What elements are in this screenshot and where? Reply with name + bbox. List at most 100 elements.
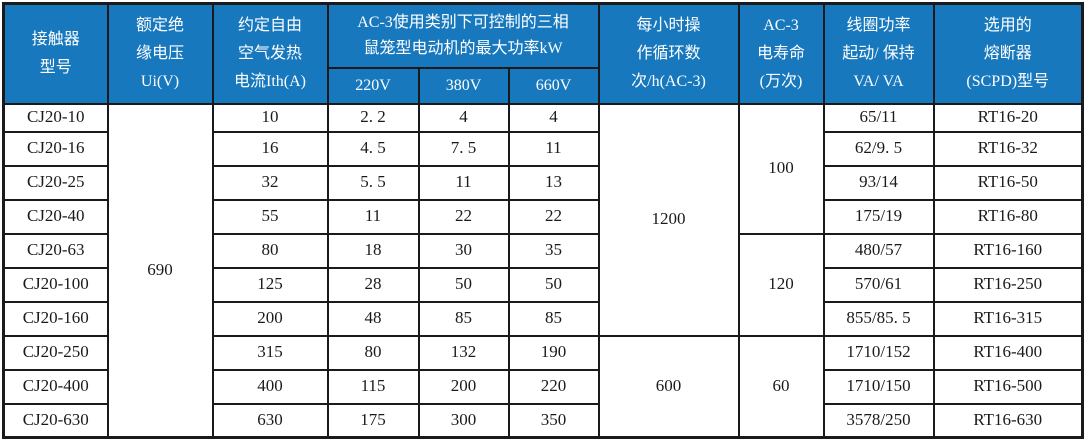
cell-p220: 175 [326,402,420,439]
cell-fuse: RT16-50 [932,164,1084,201]
cell-coil: 175/19 [822,198,935,235]
cell-p380: 4 [417,102,510,133]
cell-p660: 22 [507,198,600,235]
cell-fuse: RT16-400 [932,334,1084,371]
cell-fuse: RT16-32 [932,130,1084,167]
cell-p660: 50 [507,266,600,303]
header-rated-insulation-voltage: 额定绝 缘电压 Ui(V) [106,2,214,105]
cell-model: CJ20-40 [2,198,109,235]
cell-p220: 2. 2 [326,102,420,133]
cell-cycles-merged: 600 [597,334,740,439]
cell-p380: 30 [417,232,510,269]
cell-fuse: RT16-160 [932,232,1084,269]
cell-ith: 16 [211,130,329,167]
table-row: CJ20-100 125 28 50 50 570/61 RT16-250 [2,266,1084,303]
header-row-voltages: 220V 380V 660V [4,66,1083,105]
cell-ith: 10 [211,102,329,133]
header-operating-cycles-per-hour: 每小时操 作循环数 次/h(AC-3) [597,2,740,105]
table-row: CJ20-160 200 48 85 85 855/85. 5 RT16-315 [2,300,1084,337]
cell-coil: 3578/250 [822,402,935,439]
cell-p380: 300 [417,402,510,439]
cell-life-merged: 120 [737,232,825,337]
cell-fuse: RT16-630 [932,402,1084,439]
cell-p220: 11 [326,198,420,235]
cell-p220: 28 [326,266,420,303]
cell-p380: 7. 5 [417,130,510,167]
header-fuse-scpd-model: 选用的 熔断器 (SCPD)型号 [932,2,1084,105]
cell-p660: 13 [507,164,600,201]
table-row: CJ20-250 315 80 132 190 600 60 1710/152 … [2,334,1084,439]
cell-ith: 125 [211,266,329,303]
cell-p660: 4 [507,102,600,133]
cell-p660: 190 [507,334,600,371]
table-row: CJ20-25 32 5. 5 11 13 93/14 RT16-50 [2,164,1084,201]
cell-p660: 350 [507,402,600,439]
cell-p220: 18 [326,232,420,269]
header-thermal-current: 约定自由 空气发热 电流Ith(A) [211,2,329,105]
cell-life-merged: 100 [737,102,825,235]
cell-model: CJ20-25 [2,164,109,201]
cell-coil: 65/11 [822,102,935,133]
table-row: CJ20-63 80 18 30 35 120 480/57 RT16-160 [2,232,1084,337]
cell-ui-merged: 690 [106,102,214,439]
cell-model: CJ20-630 [2,402,109,439]
cell-p220: 5. 5 [326,164,420,201]
header-380v: 380V [417,66,510,105]
cell-ith: 32 [211,164,329,201]
header-contactor-model: 接触器 型号 [2,2,109,105]
cell-fuse: RT16-250 [932,266,1084,303]
cell-model: CJ20-160 [2,300,109,337]
cell-p380: 22 [417,198,510,235]
cell-model: CJ20-400 [2,368,109,405]
cell-coil: 570/61 [822,266,935,303]
cell-ith: 80 [211,232,329,269]
cell-p220: 80 [326,334,420,371]
cell-model: CJ20-100 [2,266,109,303]
table-row: CJ20-40 55 11 22 22 175/19 RT16-80 [2,198,1084,235]
cell-p660: 220 [507,368,600,405]
cell-p380: 200 [417,368,510,405]
cell-p380: 85 [417,300,510,337]
cell-p660: 85 [507,300,600,337]
cell-p220: 4. 5 [326,130,420,167]
cell-p660: 11 [507,130,600,167]
header-ac3-max-motor-power: AC-3使用类别下可控制的三相 鼠笼型电动机的最大功率kW [326,2,600,69]
header-ac3-electrical-life: AC-3 电寿命 (万次) [737,2,825,105]
cell-model: CJ20-16 [2,130,109,167]
header-coil-power: 线圈功率 起动/ 保持 VA/ VA [822,2,935,105]
table-row: CJ20-400 400 115 200 220 1710/150 RT16-5… [2,368,1084,405]
cell-coil: 62/9. 5 [822,130,935,167]
cell-coil: 1710/150 [822,368,935,405]
cell-fuse: RT16-20 [932,102,1084,133]
cell-cycles-merged: 1200 [597,102,740,337]
cell-ith: 200 [211,300,329,337]
cell-ith: 400 [211,368,329,405]
header-row-top: 接触器 型号 额定绝 缘电压 Ui(V) 约定自由 空气发热 电流Ith(A) … [2,2,1084,105]
cell-ith: 315 [211,334,329,371]
cell-coil: 855/85. 5 [822,300,935,337]
cell-p660: 35 [507,232,600,269]
cell-model: CJ20-250 [2,334,109,371]
cell-model: CJ20-63 [2,232,109,269]
cell-p380: 50 [417,266,510,303]
cell-p220: 48 [326,300,420,337]
cell-ith: 630 [211,402,329,439]
cell-coil: 93/14 [822,164,935,201]
table-row: CJ20-10 690 10 2. 2 4 4 1200 100 65/11 R… [2,102,1084,439]
cell-p220: 115 [326,368,420,405]
cell-fuse: RT16-315 [932,300,1084,337]
cell-life-merged: 60 [737,334,825,439]
cell-coil: 480/57 [822,232,935,269]
cell-fuse: RT16-500 [932,368,1084,405]
header-220v: 220V [326,66,420,105]
header-660v: 660V [507,66,600,105]
cell-p380: 132 [417,334,510,371]
cell-p380: 11 [417,164,510,201]
cell-ith: 55 [211,198,329,235]
table-row: CJ20-16 16 4. 5 7. 5 11 62/9. 5 RT16-32 [2,130,1084,167]
cell-coil: 1710/152 [822,334,935,371]
cell-fuse: RT16-80 [932,198,1084,235]
table-row: CJ20-630 630 175 300 350 3578/250 RT16-6… [2,402,1084,439]
